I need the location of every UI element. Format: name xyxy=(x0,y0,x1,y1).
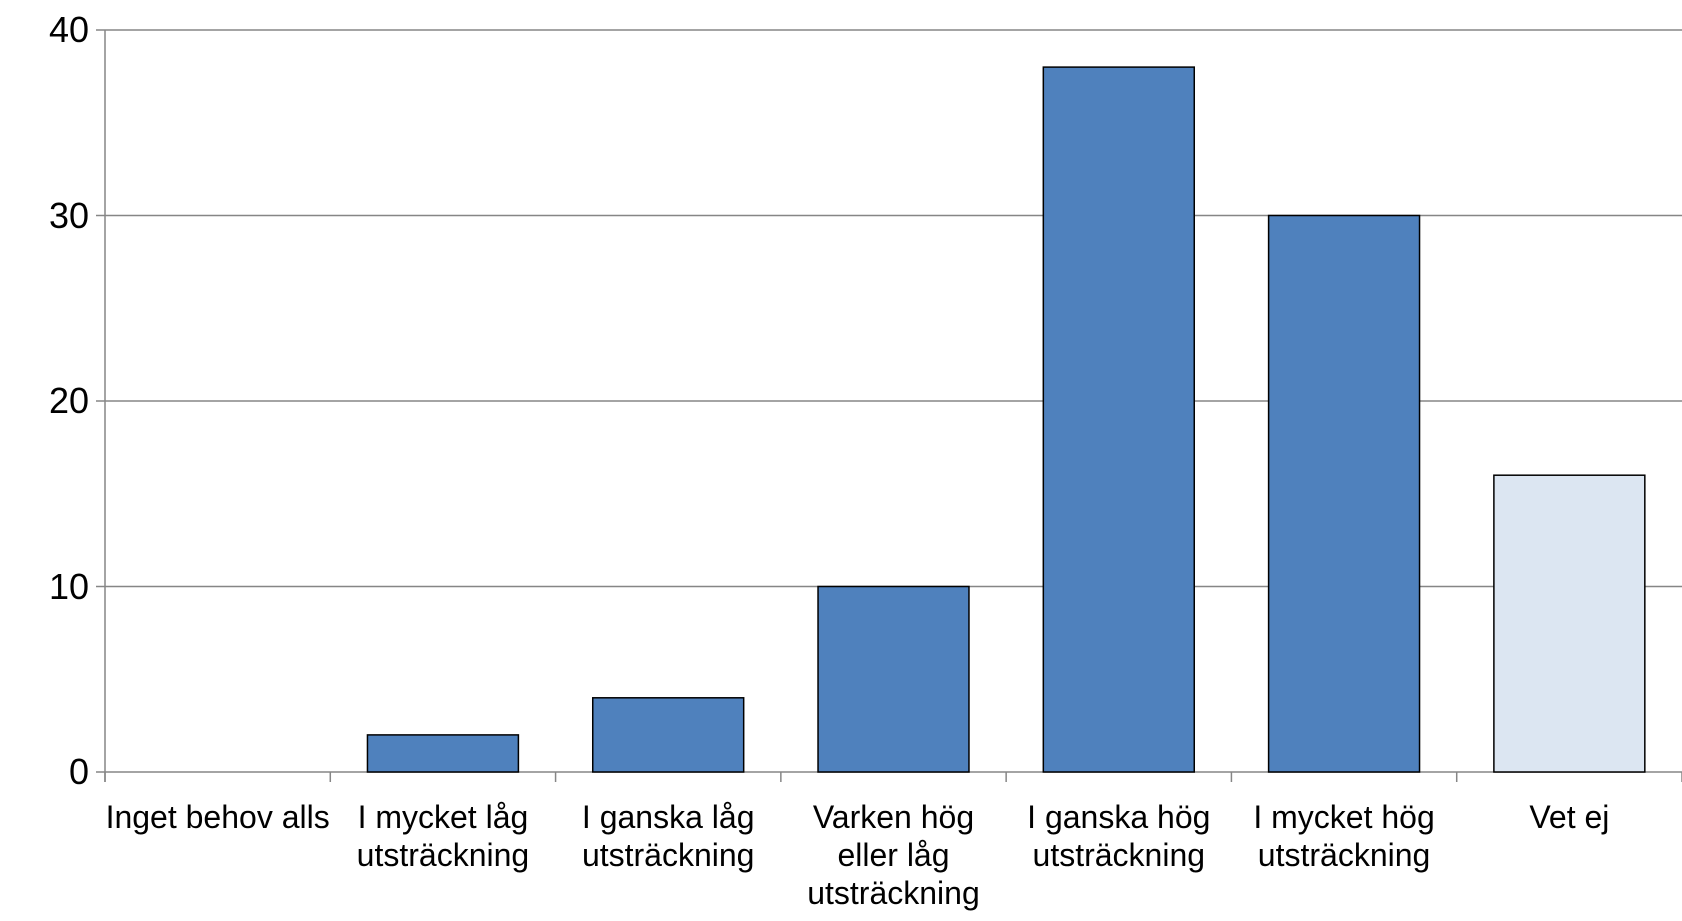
bar xyxy=(817,585,970,773)
y-tick-label: 0 xyxy=(68,751,89,792)
bar xyxy=(1493,474,1646,773)
x-tick-label: I ganska låg utsträckning xyxy=(581,799,755,873)
x-tick-label: I ganska hög utsträckning xyxy=(1027,799,1211,873)
x-tick-label: I mycket låg utsträckning xyxy=(356,799,530,873)
bar xyxy=(366,734,520,773)
bar xyxy=(591,697,745,773)
x-tick-label: I mycket hög utsträckning xyxy=(1253,799,1435,873)
y-tick-label: 20 xyxy=(48,380,89,421)
x-tick-label: Varken hög eller låg utsträckning xyxy=(807,799,980,911)
y-tick-label: 40 xyxy=(48,9,89,50)
x-tick-label: Vet ej xyxy=(1529,799,1610,835)
bar xyxy=(1267,214,1421,773)
bar xyxy=(1042,66,1196,773)
x-tick-label: Inget behov alls xyxy=(105,799,330,835)
y-tick-label: 30 xyxy=(48,194,89,236)
y-tick-label: 10 xyxy=(48,565,89,607)
